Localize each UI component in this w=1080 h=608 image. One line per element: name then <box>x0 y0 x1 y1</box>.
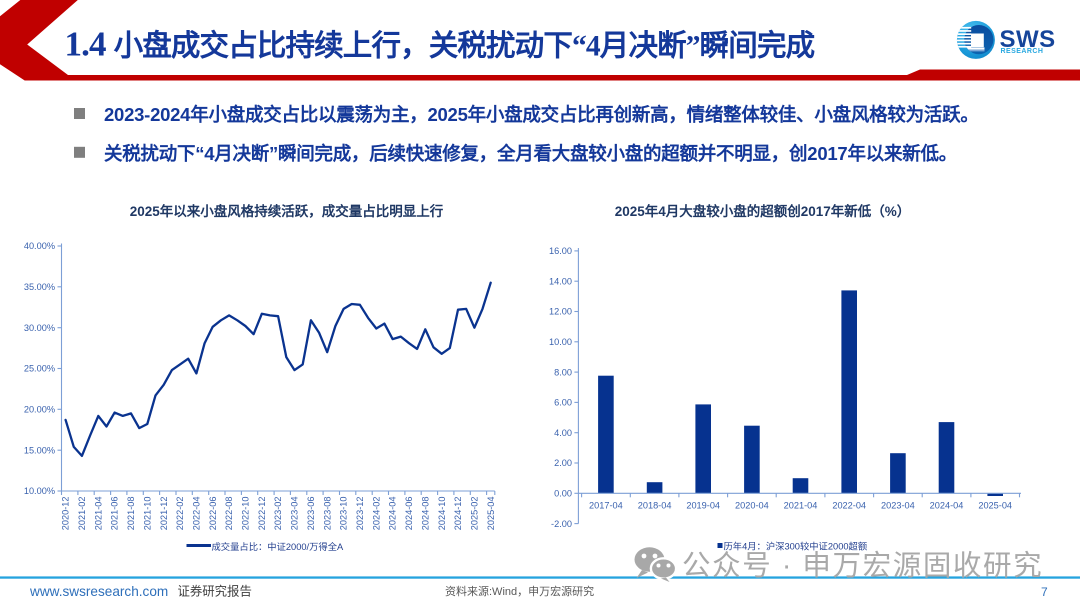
svg-text:2022-12: 2022-12 <box>257 497 267 531</box>
svg-text:-2.00: -2.00 <box>551 519 572 529</box>
svg-text:2022-06: 2022-06 <box>208 497 218 531</box>
svg-text:2020-12: 2020-12 <box>61 497 71 531</box>
svg-text:2.00: 2.00 <box>554 458 572 468</box>
svg-text:2023-02: 2023-02 <box>273 497 283 531</box>
svg-text:www.swsresearch.com: www.swsresearch.com <box>29 584 168 599</box>
svg-text:公众号 · 申万宏源固收研究: 公众号 · 申万宏源固收研究 <box>682 550 1043 582</box>
svg-text:2023-12: 2023-12 <box>355 497 365 531</box>
svg-text:1.4 小盘成交占比持续上行，关税扰动下“4月决断”瞬间完成: 1.4 小盘成交占比持续上行，关税扰动下“4月决断”瞬间完成 <box>65 25 815 64</box>
svg-text:35.00%: 35.00% <box>24 282 55 292</box>
svg-text:2023-04: 2023-04 <box>290 497 300 531</box>
svg-text:2024-10: 2024-10 <box>437 497 447 531</box>
svg-text:16.00: 16.00 <box>549 246 572 256</box>
svg-text:2025-04: 2025-04 <box>486 497 496 531</box>
svg-text:2018-04: 2018-04 <box>638 501 672 511</box>
svg-text:历年4月：沪深300较中证2000超额: 历年4月：沪深300较中证2000超额 <box>724 541 868 552</box>
svg-text:15.00%: 15.00% <box>24 445 55 455</box>
svg-text:2021-10: 2021-10 <box>142 497 152 531</box>
svg-text:20.00%: 20.00% <box>24 405 55 415</box>
svg-text:6.00: 6.00 <box>554 398 572 408</box>
svg-text:2024-02: 2024-02 <box>371 497 381 531</box>
svg-text:证券研究报告: 证券研究报告 <box>178 584 252 599</box>
svg-text:2023-04: 2023-04 <box>881 501 915 511</box>
svg-text:8.00: 8.00 <box>554 367 572 377</box>
svg-text:2022-04: 2022-04 <box>832 501 866 511</box>
svg-text:2024-04: 2024-04 <box>930 501 964 511</box>
svg-text:2023-2024年小盘成交占比以震荡为主，2025年小盘成: 2023-2024年小盘成交占比以震荡为主，2025年小盘成交占比再创新高，情绪… <box>104 104 979 125</box>
svg-text:2021-04: 2021-04 <box>784 501 818 511</box>
svg-text:12.00: 12.00 <box>549 307 572 317</box>
svg-text:2021-06: 2021-06 <box>110 497 120 531</box>
svg-text:2019-04: 2019-04 <box>686 501 720 511</box>
svg-text:30.00%: 30.00% <box>24 323 55 333</box>
svg-text:2023-10: 2023-10 <box>339 497 349 531</box>
svg-text:2022-02: 2022-02 <box>175 497 185 531</box>
svg-text:2021-04: 2021-04 <box>93 497 103 531</box>
svg-text:2021-12: 2021-12 <box>159 497 169 531</box>
svg-text:14.00: 14.00 <box>549 276 572 286</box>
svg-text:2025-04: 2025-04 <box>978 501 1012 511</box>
svg-text:2025-02: 2025-02 <box>470 497 480 531</box>
svg-text:0.00: 0.00 <box>554 489 572 499</box>
svg-text:2020-04: 2020-04 <box>735 501 769 511</box>
svg-text:RESEARCH: RESEARCH <box>1001 48 1044 55</box>
svg-text:2021-02: 2021-02 <box>77 497 87 531</box>
svg-text:资料来源:Wind，申万宏源研究: 资料来源:Wind，申万宏源研究 <box>445 584 594 598</box>
svg-text:2024-04: 2024-04 <box>388 497 398 531</box>
svg-text:10.00%: 10.00% <box>24 486 55 496</box>
svg-text:25.00%: 25.00% <box>24 364 55 374</box>
svg-text:10.00: 10.00 <box>549 337 572 347</box>
svg-text:2025年以来小盘风格持续活跃，成交量占比明显上行: 2025年以来小盘风格持续活跃，成交量占比明显上行 <box>130 203 444 219</box>
svg-text:2023-08: 2023-08 <box>322 497 332 531</box>
svg-text:2022-04: 2022-04 <box>192 497 202 531</box>
svg-text:40.00%: 40.00% <box>24 241 55 251</box>
svg-text:4.00: 4.00 <box>554 428 572 438</box>
svg-text:2021-08: 2021-08 <box>126 497 136 531</box>
svg-text:2024-08: 2024-08 <box>420 497 430 531</box>
svg-text:SWS: SWS <box>1000 26 1056 53</box>
svg-text:2022-08: 2022-08 <box>224 497 234 531</box>
svg-text:2022-10: 2022-10 <box>241 497 251 531</box>
svg-text:成交量占比：中证2000/万得全A: 成交量占比：中证2000/万得全A <box>212 541 345 552</box>
svg-text:关税扰动下“4月决断”瞬间完成，后续快速修复，全月看大盘较小: 关税扰动下“4月决断”瞬间完成，后续快速修复，全月看大盘较小盘的超额并不明显，创… <box>104 143 957 164</box>
svg-text:2024-06: 2024-06 <box>404 497 414 531</box>
svg-text:2017-04: 2017-04 <box>589 501 623 511</box>
svg-text:7: 7 <box>1041 585 1048 599</box>
svg-text:2025年4月大盘较小盘的超额创2017年新低（%）: 2025年4月大盘较小盘的超额创2017年新低（%） <box>615 203 911 219</box>
svg-text:2024-12: 2024-12 <box>453 497 463 531</box>
svg-text:2023-06: 2023-06 <box>306 497 316 531</box>
